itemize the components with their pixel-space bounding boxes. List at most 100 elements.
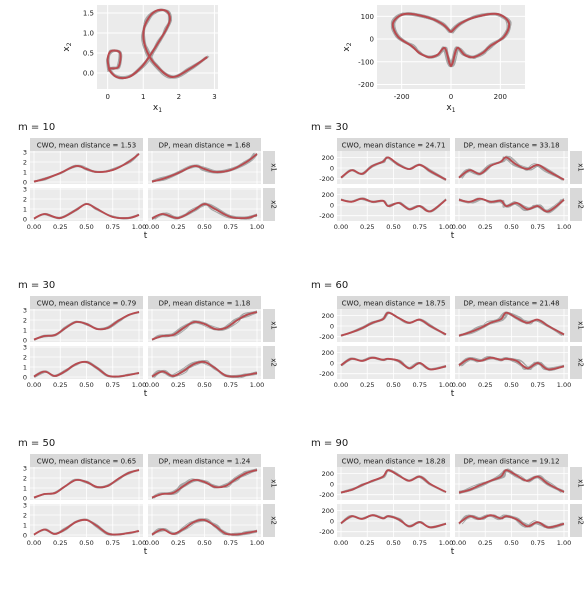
group-title: m = 30 [18,280,55,291]
x-tick-label: 0.25 [53,223,67,231]
x-axis-label: t [451,231,455,241]
row-strip [263,188,275,221]
x-tick-label: 0.75 [413,381,427,389]
y-tick-label: 200 [322,154,334,162]
mean-curve [458,514,565,529]
y-axis-label-sub: 2 [346,42,353,46]
y-tick-label: 200 [322,507,334,515]
y-tick-label: 0 [23,179,27,187]
x-tick-label: 0.00 [334,381,348,389]
x-tick-label: 0.00 [334,223,348,231]
panel-dp-x2: x2 0.00 0.25 0.50 0.75 1.00 [145,188,278,231]
panel-dp-x1: x1 [148,467,278,500]
x-tick-label: 0 [449,93,453,101]
x-tick-label: 0.00 [27,539,41,547]
y-tick-label: 0 [330,360,334,368]
x-tick-label: 1.00 [250,381,264,389]
mean-curve [33,311,140,341]
x-tick-label: 1.00 [439,223,453,231]
panel-dp-x1: x1 [455,309,585,342]
y-tick-label: 0 [370,36,374,44]
x-tick-label: 0.50 [386,223,400,231]
facet-strip-label: CWO, mean distance = 18.28 [342,458,446,466]
row-strip-label: x2 [577,358,585,367]
row-strip-label: x1 [270,163,278,172]
mean-curve [106,8,208,80]
facet-strip [337,296,450,309]
x-tick-label: 0.50 [386,539,400,547]
x-axis-label: t [451,547,455,557]
x-tick-label: 0.75 [106,539,120,547]
x-axis-label: t [144,547,148,557]
mean-curve [458,469,565,494]
y-tick-label: 200 [322,191,334,199]
sample-curve [461,198,563,214]
x-tick-label: 3 [212,93,216,101]
y-tick-label: 200 [322,312,334,320]
x-tick-label: 0.00 [334,539,348,547]
row-strip [570,346,582,379]
row-strip-label: x2 [270,516,278,525]
x-tick-label: 0.50 [504,223,518,231]
x-tick-label: 1.00 [557,539,571,547]
x-tick-label: 1.00 [250,539,264,547]
x-tick-label: 0.75 [531,223,545,231]
x-tick-label: 0.50 [386,381,400,389]
y-tick-label: 1 [23,169,27,177]
y-tick-label: -200 [319,333,334,341]
row-strip-label: x2 [270,200,278,209]
y-tick-label: 2 [23,159,27,167]
facet-strip-label: DP, mean distance = 1.68 [159,142,251,150]
mean-curve [458,156,565,181]
x-tick-label: 0.50 [197,539,211,547]
facet-strip [30,138,143,151]
y-tick-label: 3 [23,307,27,315]
row-strip [263,346,275,379]
x-tick-label: 0.50 [79,223,93,231]
x-axis-label: t [144,231,148,241]
facet-strip-label: CWO, mean distance = 18.75 [342,300,446,308]
row-strip [263,309,275,342]
mean-curve [151,518,258,536]
y-tick-label: -200 [319,491,334,499]
y-tick-label: 200 [322,470,334,478]
y-tick-label: 1.0 [83,30,94,38]
x-tick-label: 1.00 [557,381,571,389]
y-tick-label: 0 [23,532,27,540]
mean-curve [458,197,565,213]
x-tick-label: 0.25 [171,539,185,547]
mean-curve [151,360,258,378]
y-tick-label: 0 [330,323,334,331]
y-tick-label: 3 [23,149,27,157]
facet-strip-label: DP, mean distance = 1.24 [159,458,251,466]
x-tick-label: 0.00 [145,223,159,231]
panel-dp-x2: x2 0.00 0.25 0.50 0.75 1.00 [145,346,278,389]
x-tick-label: 0.00 [452,539,466,547]
y-tick-label: 2 [23,196,27,204]
y-tick-label: 200 [322,349,334,357]
panel-dp-x2: x2 0.00 0.25 0.50 0.75 1.00 [452,188,585,231]
x-axis-label-sub: 1 [452,107,456,114]
y-tick-label: 0 [330,481,334,489]
y-tick-label: 0.5 [83,50,94,58]
x-tick-label: 1.00 [132,223,146,231]
x-tick-label: 1.00 [439,539,453,547]
mean-curve [340,156,447,181]
x-axis-label: t [451,389,455,399]
mean-curve [33,360,140,378]
group-title: m = 30 [311,122,348,133]
x-tick-label: 0.25 [478,381,492,389]
y-tick-label: 0 [330,202,334,210]
x-tick-label: 0.50 [504,381,518,389]
panel-cwo-x1: 200 0 -200 [319,467,450,500]
mean-curve [33,153,140,183]
row-strip [570,467,582,500]
panel-dp-x1: x1 [455,467,585,500]
x-tick-label: 0.75 [531,539,545,547]
x-tick-label: 0.00 [452,381,466,389]
